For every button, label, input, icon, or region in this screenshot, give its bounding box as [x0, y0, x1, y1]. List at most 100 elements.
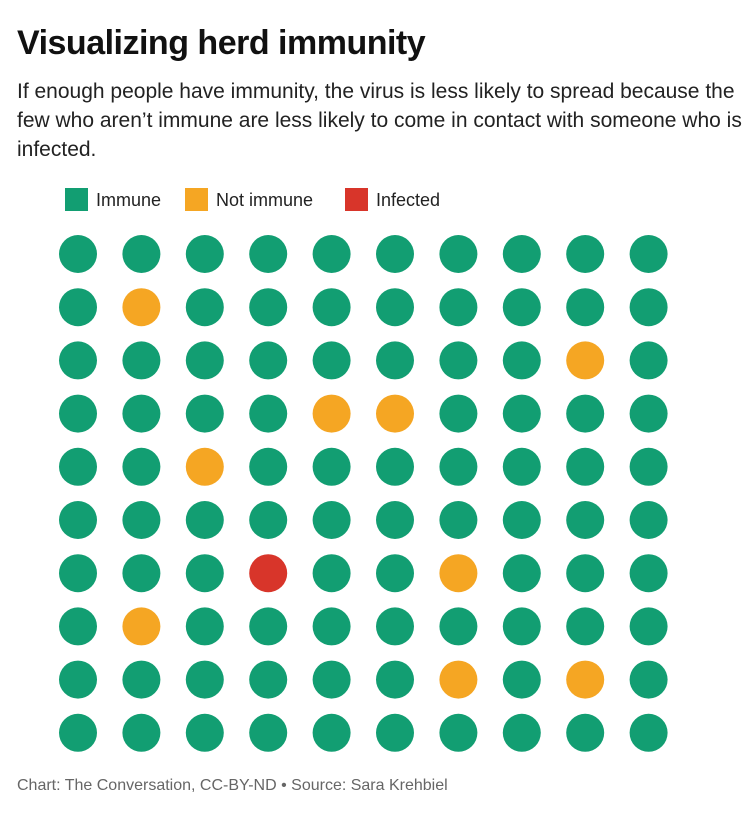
dot	[312, 288, 351, 327]
dot	[185, 235, 224, 273]
legend-label: Immune	[96, 190, 161, 210]
dot	[122, 341, 161, 380]
dot	[376, 607, 414, 646]
dot	[502, 501, 541, 539]
dot	[59, 501, 97, 539]
dot	[59, 394, 97, 433]
dot	[566, 341, 605, 380]
dot	[566, 288, 605, 327]
dot	[502, 447, 541, 486]
dot	[376, 660, 414, 699]
dot	[439, 660, 478, 699]
dot	[59, 341, 97, 380]
dot	[122, 235, 161, 273]
dot	[502, 554, 541, 593]
dot	[249, 713, 288, 752]
dot	[439, 447, 478, 486]
dot	[312, 394, 351, 433]
dot	[185, 341, 224, 380]
dot	[185, 660, 224, 699]
legend-label: Infected	[376, 190, 440, 210]
dot	[122, 447, 161, 486]
dot	[185, 288, 224, 327]
dot	[502, 713, 541, 752]
dot	[122, 394, 161, 433]
dot	[249, 607, 288, 646]
dot	[59, 235, 97, 273]
dot	[312, 235, 351, 273]
legend-swatch	[345, 188, 368, 211]
dot	[566, 447, 605, 486]
dot	[376, 394, 414, 433]
dot	[439, 394, 478, 433]
legend-swatch	[65, 188, 88, 211]
dot	[59, 447, 97, 486]
dot	[249, 554, 288, 593]
dot	[376, 554, 414, 593]
dot	[59, 713, 97, 752]
dot	[629, 341, 668, 380]
dot	[566, 713, 605, 752]
dot	[376, 288, 414, 327]
dot	[629, 660, 668, 699]
dot	[376, 341, 414, 380]
dot	[185, 554, 224, 593]
dot	[439, 235, 478, 273]
dot	[312, 660, 351, 699]
dot	[59, 660, 97, 699]
dot	[629, 713, 668, 752]
dot	[122, 501, 161, 539]
dot	[439, 713, 478, 752]
dot	[312, 713, 351, 752]
dot	[566, 501, 605, 539]
dot	[502, 660, 541, 699]
dot	[122, 554, 161, 593]
dot	[629, 554, 668, 593]
dot	[122, 713, 161, 752]
dot	[439, 288, 478, 327]
dot	[122, 660, 161, 699]
dot	[566, 554, 605, 593]
dot	[502, 394, 541, 433]
dot	[312, 554, 351, 593]
dot	[185, 501, 224, 539]
dot	[439, 554, 478, 593]
dot	[312, 607, 351, 646]
dot	[249, 660, 288, 699]
dot	[566, 660, 605, 699]
dot	[249, 341, 288, 380]
dot	[122, 607, 161, 646]
dot	[566, 235, 605, 273]
dot	[376, 447, 414, 486]
chart-subtitle: If enough people have immunity, the viru…	[17, 80, 742, 161]
chart: Immune Not immune Infected	[59, 188, 668, 752]
dot	[312, 501, 351, 539]
dot	[59, 288, 97, 327]
dot	[502, 607, 541, 646]
dot	[502, 341, 541, 380]
dot	[629, 607, 668, 646]
dot	[59, 554, 97, 593]
chart-title: Visualizing herd immunity	[17, 24, 426, 62]
dot	[439, 607, 478, 646]
dot	[376, 713, 414, 752]
dot	[185, 713, 224, 752]
legend-label: Not immune	[216, 190, 313, 210]
dot	[185, 447, 224, 486]
dot	[185, 607, 224, 646]
dot	[439, 341, 478, 380]
dot	[249, 501, 288, 539]
dot	[122, 288, 161, 327]
dot	[502, 235, 541, 273]
dot	[629, 447, 668, 486]
dot	[629, 501, 668, 539]
dot	[249, 394, 288, 433]
dot	[376, 501, 414, 539]
dot	[629, 288, 668, 327]
dot	[312, 341, 351, 380]
dot	[312, 447, 351, 486]
dot	[185, 394, 224, 433]
dot	[59, 607, 97, 646]
chart-footer: Chart: The Conversation, CC-BY-ND • Sour…	[17, 777, 448, 794]
